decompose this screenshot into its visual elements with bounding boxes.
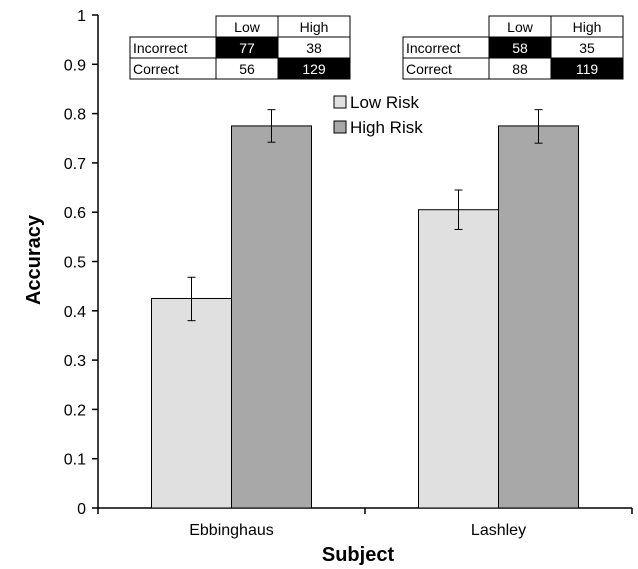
count-table: Low High Incorrect 58 35 Correct 88 119 bbox=[402, 15, 624, 80]
y-tick-label: 0.5 bbox=[64, 255, 86, 272]
table-header: Low bbox=[507, 19, 534, 35]
axes: 0 0.1 0.2 0.3 0.4 0.5 0.6 0.7 0.8 0.9 1 Ebbinghaus L… bbox=[64, 8, 633, 539]
table-header: High bbox=[573, 19, 602, 35]
table-value: 58 bbox=[512, 40, 528, 56]
table-row-label: Incorrect bbox=[133, 40, 188, 56]
count-table: Low High Incorrect 77 38 Correct 56 129 bbox=[129, 15, 351, 80]
bars bbox=[151, 125, 579, 509]
table-value: 129 bbox=[302, 61, 326, 77]
table-value: 77 bbox=[239, 40, 255, 56]
table-header: High bbox=[300, 19, 329, 35]
bar-high-risk bbox=[498, 125, 579, 509]
bar-low-risk bbox=[418, 209, 499, 509]
x-axis-label: Subject bbox=[322, 544, 395, 566]
table-row-label: Correct bbox=[406, 61, 452, 77]
legend-label: High Risk bbox=[350, 118, 423, 137]
table-value: 56 bbox=[239, 61, 255, 77]
legend-label: Low Risk bbox=[350, 93, 419, 112]
table-value: 119 bbox=[576, 61, 599, 77]
x-tick-label: Lashley bbox=[471, 522, 526, 539]
table-value: 88 bbox=[512, 61, 528, 77]
legend: Low Risk High Risk bbox=[333, 93, 423, 137]
y-tick-label: 0.1 bbox=[64, 452, 86, 469]
y-tick-label: 0.7 bbox=[64, 156, 86, 173]
table-row-label: Correct bbox=[133, 61, 179, 77]
y-axis-label: Accuracy bbox=[23, 214, 45, 305]
legend-swatch bbox=[333, 95, 347, 109]
y-tick-label: 0.8 bbox=[64, 107, 86, 124]
table-value: 35 bbox=[579, 40, 595, 56]
legend-swatch bbox=[333, 120, 347, 134]
table-value: 38 bbox=[306, 40, 322, 56]
y-tick-label: 0 bbox=[77, 501, 86, 518]
table-row-label: Incorrect bbox=[406, 40, 461, 56]
x-tick-label: Ebbinghaus bbox=[189, 522, 274, 539]
bar-high-risk bbox=[231, 125, 312, 509]
table-cell bbox=[277, 57, 351, 80]
count-tables: Low High Incorrect 77 38 Correct 56 129 Low High I… bbox=[129, 15, 624, 80]
y-tick-label: 0.4 bbox=[64, 304, 86, 321]
y-tick-label: 0.2 bbox=[64, 402, 86, 419]
y-tick-label: 1 bbox=[77, 8, 86, 25]
table-header: Low bbox=[234, 19, 261, 35]
bar-low-risk bbox=[151, 297, 232, 509]
y-tick-label: 0.6 bbox=[64, 205, 86, 222]
table-cell bbox=[550, 57, 624, 80]
y-tick-label: 0.9 bbox=[64, 57, 86, 74]
error-bars bbox=[187, 109, 543, 322]
y-tick-label: 0.3 bbox=[64, 353, 86, 370]
